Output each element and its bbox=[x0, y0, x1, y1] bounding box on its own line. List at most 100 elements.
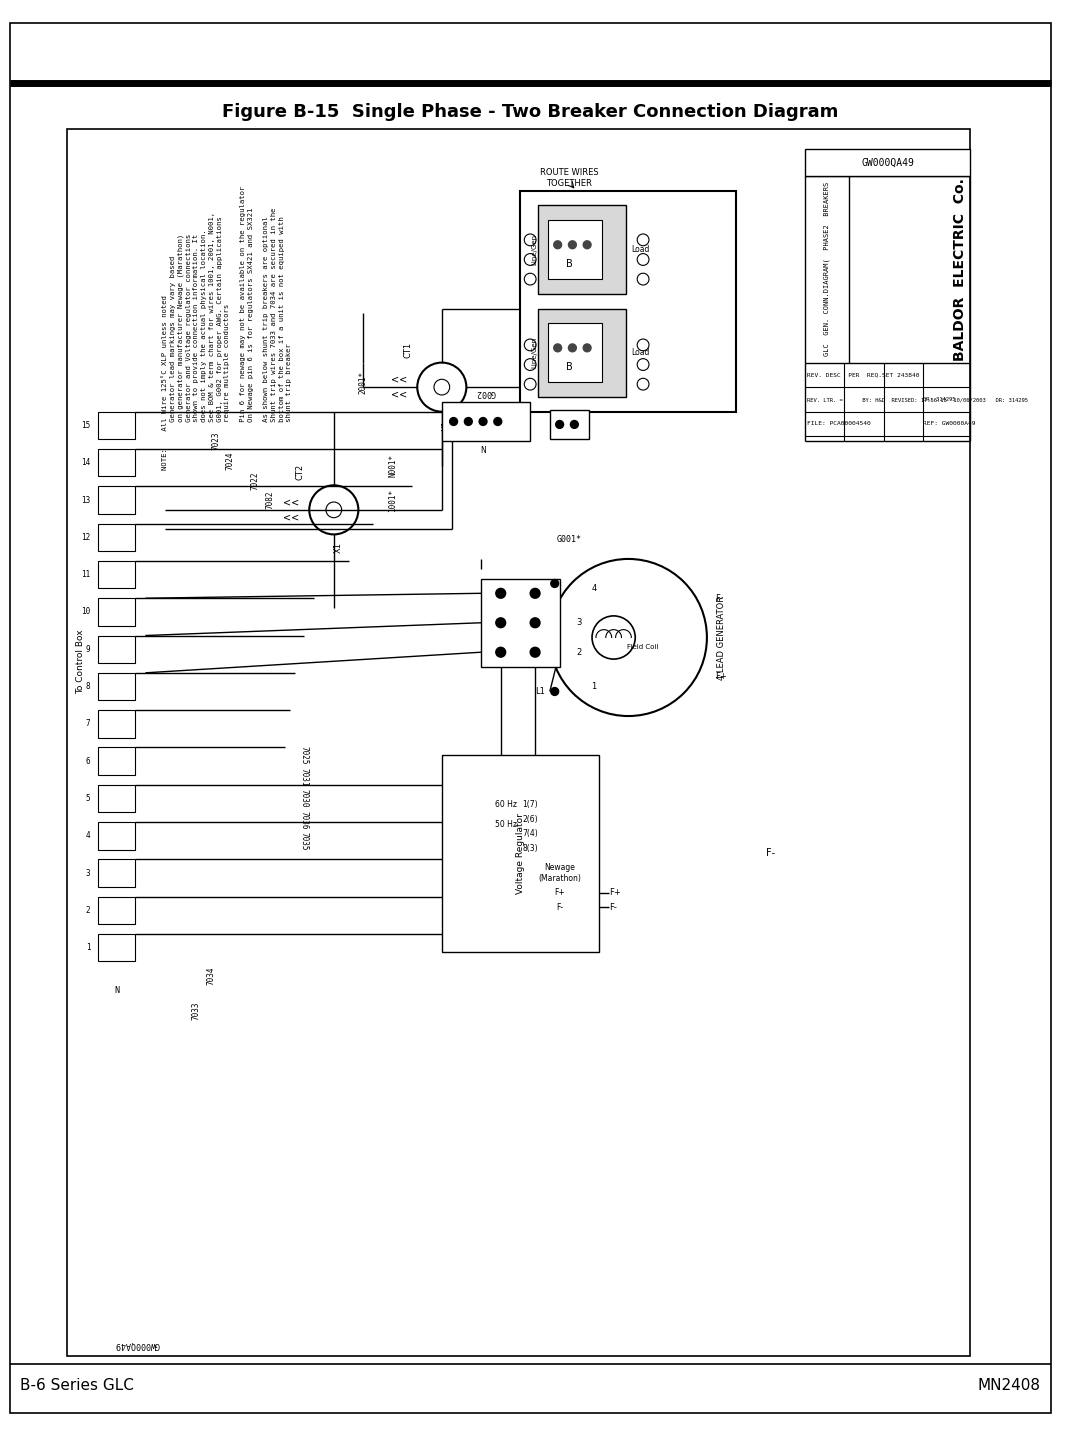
Circle shape bbox=[496, 589, 505, 599]
Text: 50 Hz: 50 Hz bbox=[495, 820, 516, 829]
Bar bbox=[98, 524, 135, 551]
Text: 2: 2 bbox=[85, 906, 91, 915]
Text: N: N bbox=[539, 633, 545, 642]
Text: G001*: G001* bbox=[557, 536, 582, 544]
Text: 2(6): 2(6) bbox=[523, 814, 538, 824]
Text: B: B bbox=[566, 260, 572, 270]
Text: 7082: 7082 bbox=[266, 491, 274, 510]
Text: 7024: 7024 bbox=[226, 451, 234, 470]
Bar bbox=[805, 148, 970, 177]
Text: FILE: PCA00004540: FILE: PCA00004540 bbox=[807, 421, 870, 426]
Text: <<: << bbox=[391, 375, 407, 385]
Circle shape bbox=[570, 421, 578, 428]
Text: L2: L2 bbox=[535, 579, 545, 587]
Bar bbox=[98, 636, 135, 663]
Circle shape bbox=[583, 345, 591, 352]
Circle shape bbox=[449, 418, 458, 425]
Text: 60 Hz: 60 Hz bbox=[495, 800, 516, 808]
Text: G002: G002 bbox=[476, 388, 496, 396]
Text: Field Coil: Field Coil bbox=[627, 645, 659, 651]
Text: Line/Gen: Line/Gen bbox=[531, 234, 537, 266]
Text: N001*: N001* bbox=[388, 454, 397, 477]
Text: 7035: 7035 bbox=[300, 833, 309, 852]
Text: 7036: 7036 bbox=[300, 811, 309, 830]
Text: X1: X1 bbox=[442, 419, 451, 431]
Circle shape bbox=[494, 418, 502, 425]
Text: 13: 13 bbox=[81, 495, 91, 504]
Text: REV. LTR. =      BY: H&D  REVISED: 17:56:13  10/06/2003   DR: 314295: REV. LTR. = BY: H&D REVISED: 17:56:13 10… bbox=[807, 398, 1028, 402]
Bar bbox=[538, 205, 626, 294]
Circle shape bbox=[554, 241, 562, 248]
Text: 11: 11 bbox=[81, 570, 91, 579]
Text: 4: 4 bbox=[592, 584, 596, 593]
Circle shape bbox=[583, 241, 591, 248]
Text: 7030: 7030 bbox=[300, 790, 309, 808]
Bar bbox=[442, 402, 530, 441]
Circle shape bbox=[530, 589, 540, 599]
Text: Line/Gen: Line/Gen bbox=[531, 337, 537, 368]
Bar bbox=[67, 129, 970, 1356]
Text: Newage
(Marathon): Newage (Marathon) bbox=[538, 863, 581, 883]
Circle shape bbox=[551, 688, 558, 695]
Text: REF: GW0000A49: REF: GW0000A49 bbox=[923, 421, 975, 426]
Circle shape bbox=[480, 418, 487, 425]
Text: ROUTE WIRES
TOGETHER: ROUTE WIRES TOGETHER bbox=[540, 168, 598, 188]
Text: F-: F- bbox=[556, 903, 563, 912]
Text: GLC  GEN. CONN.DIAGRAM(  PHASE2  BREAKERS: GLC GEN. CONN.DIAGRAM( PHASE2 BREAKERS bbox=[823, 182, 829, 356]
Text: 1(7): 1(7) bbox=[523, 800, 538, 808]
Bar bbox=[481, 579, 559, 666]
Bar bbox=[538, 309, 626, 396]
Text: 7: 7 bbox=[85, 719, 91, 728]
Text: NOTE:    All Wire 125°C XLP unless noted
           Generator lead markings may : NOTE: All Wire 125°C XLP unless noted Ge… bbox=[162, 185, 293, 470]
Circle shape bbox=[530, 617, 540, 628]
Text: N: N bbox=[114, 987, 119, 995]
Text: 7025: 7025 bbox=[300, 747, 309, 764]
Text: GW000QA49: GW000QA49 bbox=[114, 1340, 160, 1348]
Text: 7023: 7023 bbox=[212, 432, 220, 451]
Circle shape bbox=[496, 617, 505, 628]
Circle shape bbox=[551, 580, 558, 587]
Text: 7033: 7033 bbox=[192, 1001, 201, 1020]
Bar bbox=[550, 409, 589, 439]
Text: MN2408: MN2408 bbox=[977, 1379, 1041, 1393]
Text: Load: Load bbox=[632, 246, 650, 254]
Circle shape bbox=[554, 345, 562, 352]
Text: N: N bbox=[481, 447, 486, 455]
Text: 7031: 7031 bbox=[300, 768, 309, 785]
Text: F+: F+ bbox=[715, 672, 727, 681]
Bar bbox=[548, 323, 602, 382]
Text: To Control Box: To Control Box bbox=[76, 630, 85, 695]
Text: GW000QA49: GW000QA49 bbox=[861, 158, 914, 167]
Text: 12: 12 bbox=[81, 533, 91, 541]
Text: F-: F- bbox=[715, 593, 723, 603]
Text: 7022: 7022 bbox=[251, 471, 260, 490]
Bar bbox=[98, 748, 135, 775]
Text: 7034: 7034 bbox=[206, 966, 216, 985]
Text: REV. DESC  PER  REQ.SET 243840: REV. DESC PER REQ.SET 243840 bbox=[807, 373, 919, 378]
Text: Load: Load bbox=[632, 349, 650, 358]
Bar bbox=[98, 487, 135, 514]
Text: F+: F+ bbox=[554, 889, 565, 898]
Circle shape bbox=[556, 421, 564, 428]
Text: 9: 9 bbox=[85, 645, 91, 653]
Text: <<: << bbox=[391, 391, 407, 401]
Text: 1001*: 1001* bbox=[388, 488, 397, 511]
Text: B-6 Series GLC: B-6 Series GLC bbox=[19, 1379, 134, 1393]
Text: 1: 1 bbox=[592, 682, 596, 691]
Circle shape bbox=[464, 418, 472, 425]
Circle shape bbox=[496, 648, 505, 658]
Text: CT2: CT2 bbox=[295, 464, 305, 481]
Text: 8: 8 bbox=[85, 682, 91, 691]
Circle shape bbox=[568, 241, 577, 248]
Bar bbox=[98, 673, 135, 701]
Text: B: B bbox=[566, 362, 572, 372]
Text: F-: F- bbox=[609, 903, 617, 912]
Text: 4 LEAD GENERATOR: 4 LEAD GENERATOR bbox=[717, 596, 726, 679]
Text: Figure B-15  Single Phase - Two Breaker Connection Diagram: Figure B-15 Single Phase - Two Breaker C… bbox=[222, 103, 838, 121]
Bar bbox=[442, 755, 599, 952]
Text: 14: 14 bbox=[81, 458, 91, 467]
Text: 15: 15 bbox=[81, 421, 91, 429]
Text: DR: 314295: DR: 314295 bbox=[923, 398, 956, 402]
Text: BALDOR  ELECTRIC  Co.: BALDOR ELECTRIC Co. bbox=[954, 178, 968, 360]
Bar bbox=[98, 449, 135, 477]
